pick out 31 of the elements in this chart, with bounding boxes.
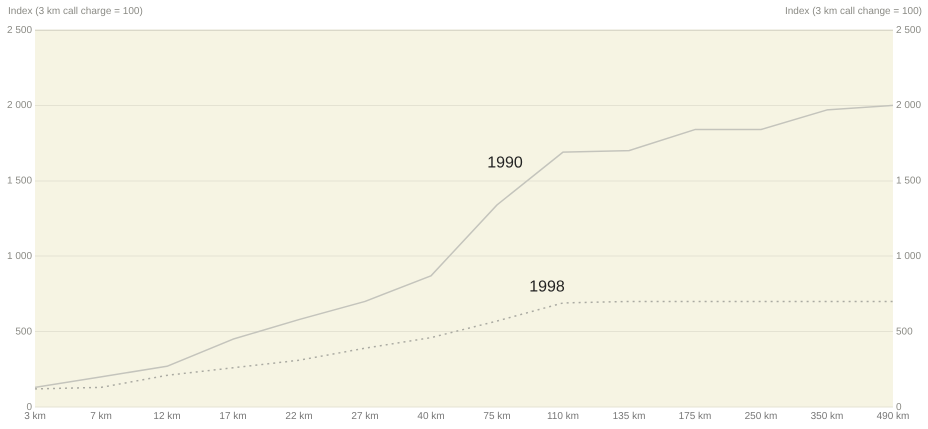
series-label: 1990 <box>487 154 523 172</box>
y-tick-label: 1 000 <box>6 250 32 262</box>
x-tick-label: 7 km <box>90 410 112 422</box>
y2-tick-label: 500 <box>896 326 914 338</box>
y-tick-label: 2 000 <box>6 100 32 112</box>
y-tick-label: 0 <box>26 402 32 413</box>
x-tick-label: 27 km <box>351 410 379 422</box>
y-tick-label: 2 500 <box>6 24 32 36</box>
y-tick-label: 500 <box>15 326 32 338</box>
x-tick-label: 110 km <box>546 410 580 422</box>
x-tick-label: 22 km <box>285 410 313 422</box>
x-tick-label: 135 km <box>612 410 646 422</box>
x-tick-label: 12 km <box>153 410 181 422</box>
y2-tick-label: 1 000 <box>896 250 922 262</box>
y-tick-label: 1 500 <box>6 176 32 187</box>
y-axis-title: Index (3 km call charge = 100) <box>8 6 143 17</box>
x-tick-label: 17 km <box>219 410 247 422</box>
series-label: 1998 <box>529 278 565 296</box>
x-tick-label: 250 km <box>744 410 778 422</box>
y2-tick-label: 0 <box>896 402 902 413</box>
y2-tick-label: 2 500 <box>896 24 922 36</box>
y2-tick-label: 2 000 <box>896 100 922 112</box>
x-tick-label: 490 km <box>876 410 910 422</box>
y2-axis-title: Index (3 km call change = 100) <box>784 6 922 17</box>
x-tick-label: 40 km <box>417 410 445 422</box>
x-tick-label: 350 km <box>810 410 844 422</box>
x-tick-label: 175 km <box>678 410 712 422</box>
y2-tick-label: 1 500 <box>896 176 922 187</box>
x-tick-label: 75 km <box>483 410 511 422</box>
x-tick-label: 3 km <box>24 410 46 422</box>
line-series <box>34 300 894 390</box>
